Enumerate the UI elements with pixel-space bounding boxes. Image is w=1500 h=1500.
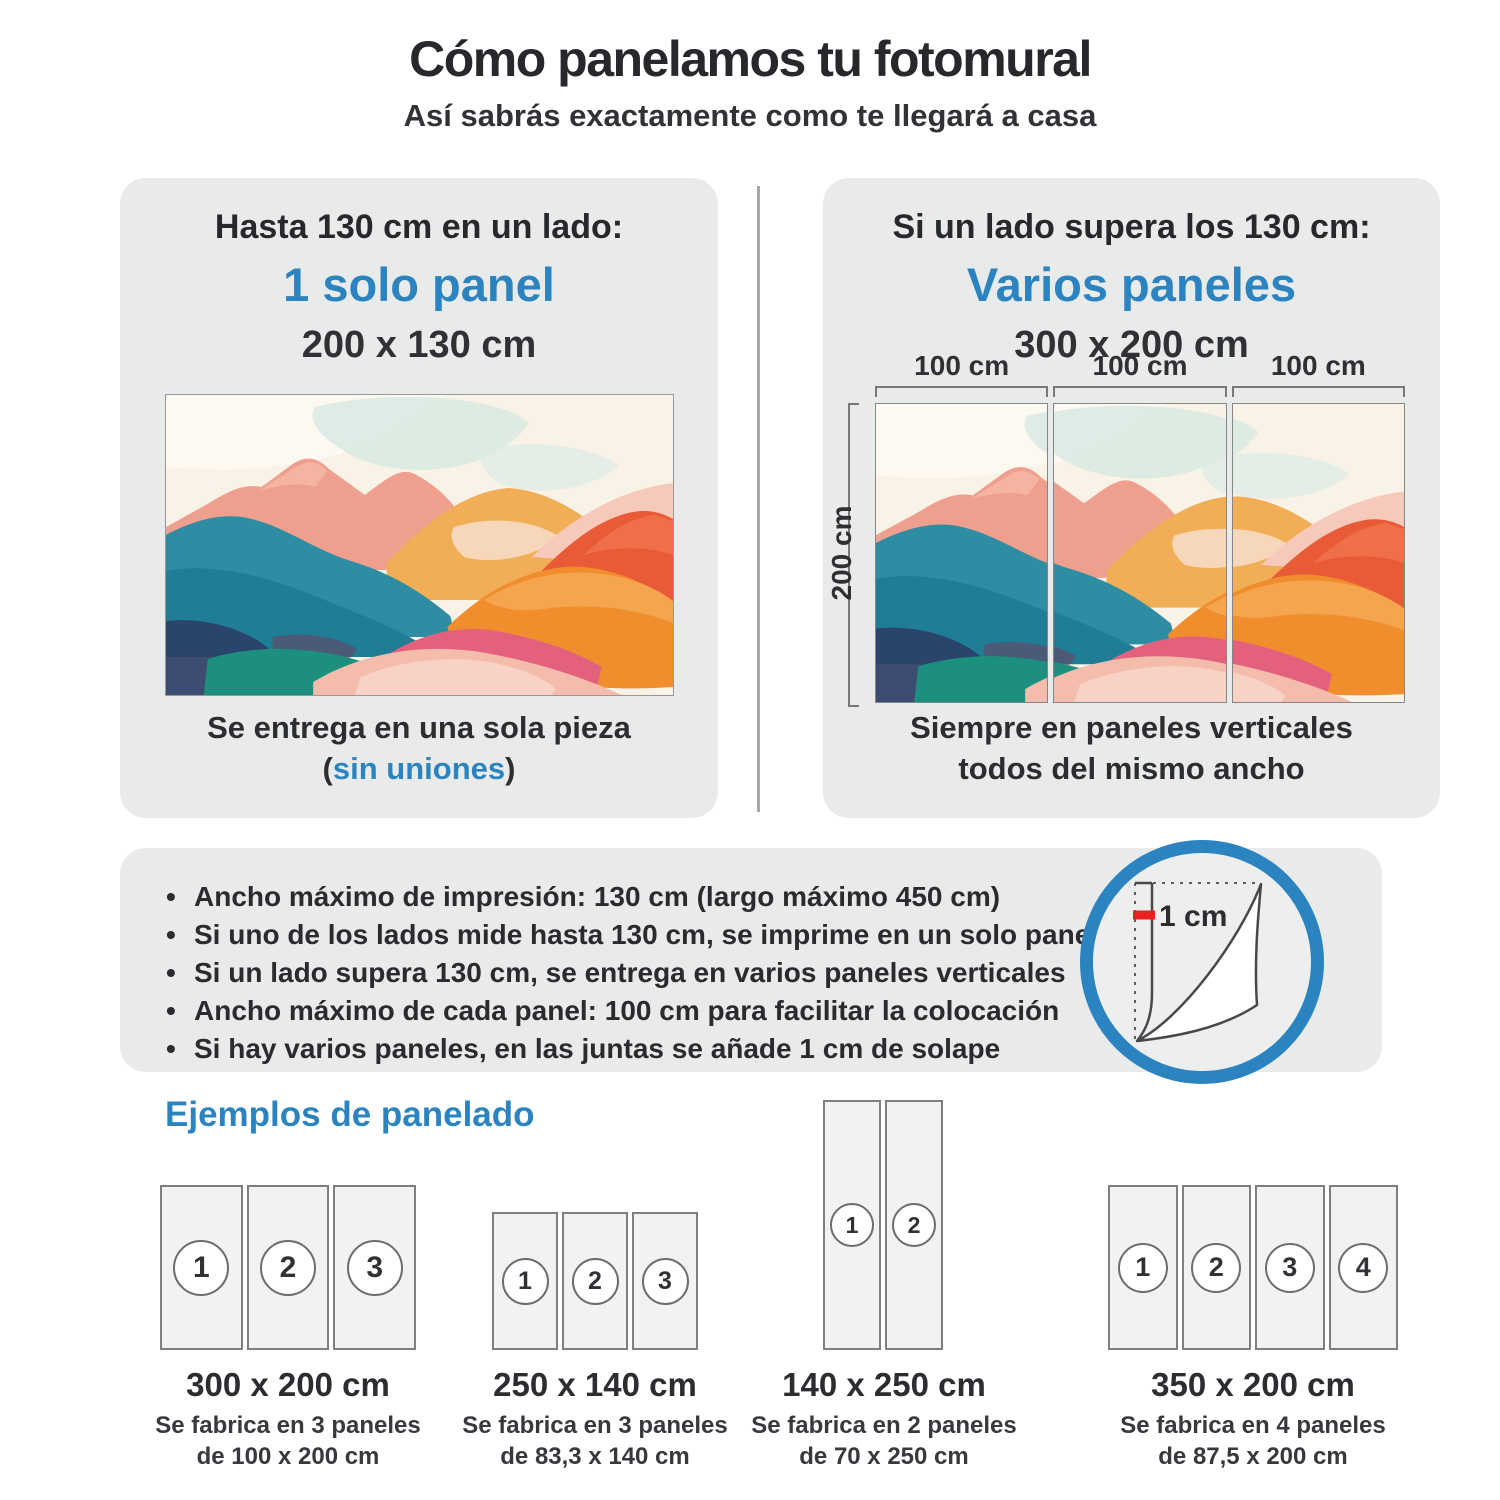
example-panel: 1 [1108, 1185, 1178, 1350]
example-panel: 3 [1255, 1185, 1325, 1350]
note-bullet: Ancho máximo de impresión: 130 cm (largo… [160, 878, 1382, 916]
width-measure-bracket [875, 386, 1049, 397]
example-size-label: 140 x 250 cm [782, 1366, 986, 1403]
page-subtitle: Así sabrás exactamente como te llegará a… [403, 98, 1097, 133]
panel-width-label: 100 cm [914, 350, 1010, 381]
example-panel: 2 [246, 1185, 330, 1350]
caption-paren: ( [322, 751, 333, 787]
panel-number-badge: 1 [173, 1239, 230, 1296]
note-bullet: Si uno de los lados mide hasta 130 cm, s… [160, 916, 1382, 954]
page-title: Cómo panelamos tu fotomural [409, 31, 1092, 87]
mural-image-single [165, 394, 674, 696]
panel-number-badge: 2 [892, 1203, 936, 1247]
example-description-line2: de 100 x 200 cm [196, 1443, 380, 1470]
example-panel: 2 [562, 1212, 628, 1350]
panel-number-badge: 2 [1191, 1242, 1242, 1293]
panel-number-badge: 2 [571, 1257, 619, 1305]
examples-heading: Ejemplos de panelado [165, 1095, 535, 1134]
panel-number-badge: 3 [346, 1239, 403, 1296]
multi-panel-size: 300 x 200 cm [1014, 324, 1249, 366]
overlap-measure-text: 1 cm [1159, 900, 1227, 933]
page-curl-icon: 1 cm [1133, 881, 1263, 1045]
panel-number-badge: 1 [1117, 1242, 1168, 1293]
example-panel: 3 [632, 1212, 698, 1350]
multi-panel-caption: Siempre en paneles verticales todos del … [823, 708, 1440, 790]
panel-width-column: 100 cm [1053, 350, 1227, 397]
example-panel: 1 [492, 1212, 558, 1350]
panel-number-badge: 1 [830, 1203, 874, 1247]
caption-line: todos del mismo ancho [958, 751, 1305, 787]
note-bullet: Si hay varios paneles, en las juntas se … [160, 1030, 1382, 1068]
caption-paren: ) [505, 751, 516, 787]
panel-width-column: 100 cm [875, 350, 1049, 397]
panel-number-badge: 4 [1338, 1242, 1389, 1293]
mural-artwork [166, 395, 673, 695]
caption-line: Siempre en paneles verticales [910, 710, 1353, 746]
panel-width-label: 100 cm [1270, 350, 1366, 381]
note-bullet: Ancho máximo de cada panel: 100 cm para … [160, 992, 1382, 1030]
note-bullet: Si un lado supera 130 cm, se entrega en … [160, 954, 1382, 992]
width-measure-bracket [1053, 386, 1227, 397]
height-measure-bracket [848, 403, 859, 707]
example-panel: 1 [823, 1100, 881, 1350]
example-panel: 2 [1181, 1185, 1251, 1350]
panel-number-badge: 3 [1264, 1242, 1315, 1293]
mural-panel-2 [1053, 403, 1227, 703]
single-panel-result: 1 solo panel [283, 258, 555, 311]
single-panel-size: 200 x 130 cm [301, 324, 537, 366]
single-panel-caption: Se entrega en una sola pieza (sin unione… [120, 708, 718, 790]
width-measure-bracket [1231, 386, 1405, 397]
panel-width-column: 100 cm [1231, 350, 1405, 397]
multi-panel-result: Varios paneles [966, 258, 1297, 311]
example-size-label: 250 x 140 cm [493, 1366, 697, 1403]
panel-width-label: 100 cm [1092, 350, 1188, 381]
example-panel: 3 [333, 1185, 417, 1350]
example-description-line2: de 70 x 250 cm [799, 1443, 969, 1470]
panel-number-badge: 1 [501, 1257, 549, 1305]
overlap-diagram-circle: 1 cm [1080, 840, 1324, 1084]
mural-image-paneled [875, 403, 1405, 703]
mural-panel-1 [875, 403, 1049, 703]
height-measure-label: 200 cm [826, 505, 857, 601]
example-description-line2: de 87,5 x 200 cm [1158, 1443, 1348, 1470]
example-size-label: 350 x 200 cm [1151, 1366, 1355, 1403]
example-description-line1: Se fabrica en 4 paneles [1120, 1412, 1386, 1439]
multi-panel-condition: Si un lado supera los 130 cm: [892, 208, 1371, 246]
single-panel-card: Hasta 130 cm en un lado: 1 solo panel 20… [120, 178, 718, 818]
example-panel: 2 [885, 1100, 943, 1350]
example-description-line1: Se fabrica en 3 paneles [462, 1412, 728, 1439]
panel-number-badge: 2 [260, 1239, 316, 1296]
example-description-line2: de 83,3 x 140 cm [500, 1443, 690, 1470]
example-panel: 4 [1328, 1185, 1398, 1350]
mural-panel-3 [1231, 403, 1405, 703]
multi-panel-card: Si un lado supera los 130 cm: Varios pan… [823, 178, 1440, 818]
example-panel: 1 [160, 1185, 243, 1350]
caption-highlight: sin uniones [332, 751, 506, 787]
single-panel-condition: Hasta 130 cm en un lado: [214, 208, 624, 246]
example-size-label: 300 x 200 cm [186, 1366, 390, 1403]
card-divider [757, 186, 760, 812]
example-description-line1: Se fabrica en 2 paneles [751, 1412, 1017, 1439]
notes-list: Ancho máximo de impresión: 130 cm (largo… [120, 848, 1382, 1068]
example-description-line1: Se fabrica en 3 paneles [155, 1412, 421, 1439]
caption-line: Se entrega en una sola pieza [207, 710, 631, 746]
panel-number-badge: 3 [641, 1257, 689, 1305]
panel-width-measurements: 100 cm 100 cm 100 cm [875, 350, 1405, 397]
